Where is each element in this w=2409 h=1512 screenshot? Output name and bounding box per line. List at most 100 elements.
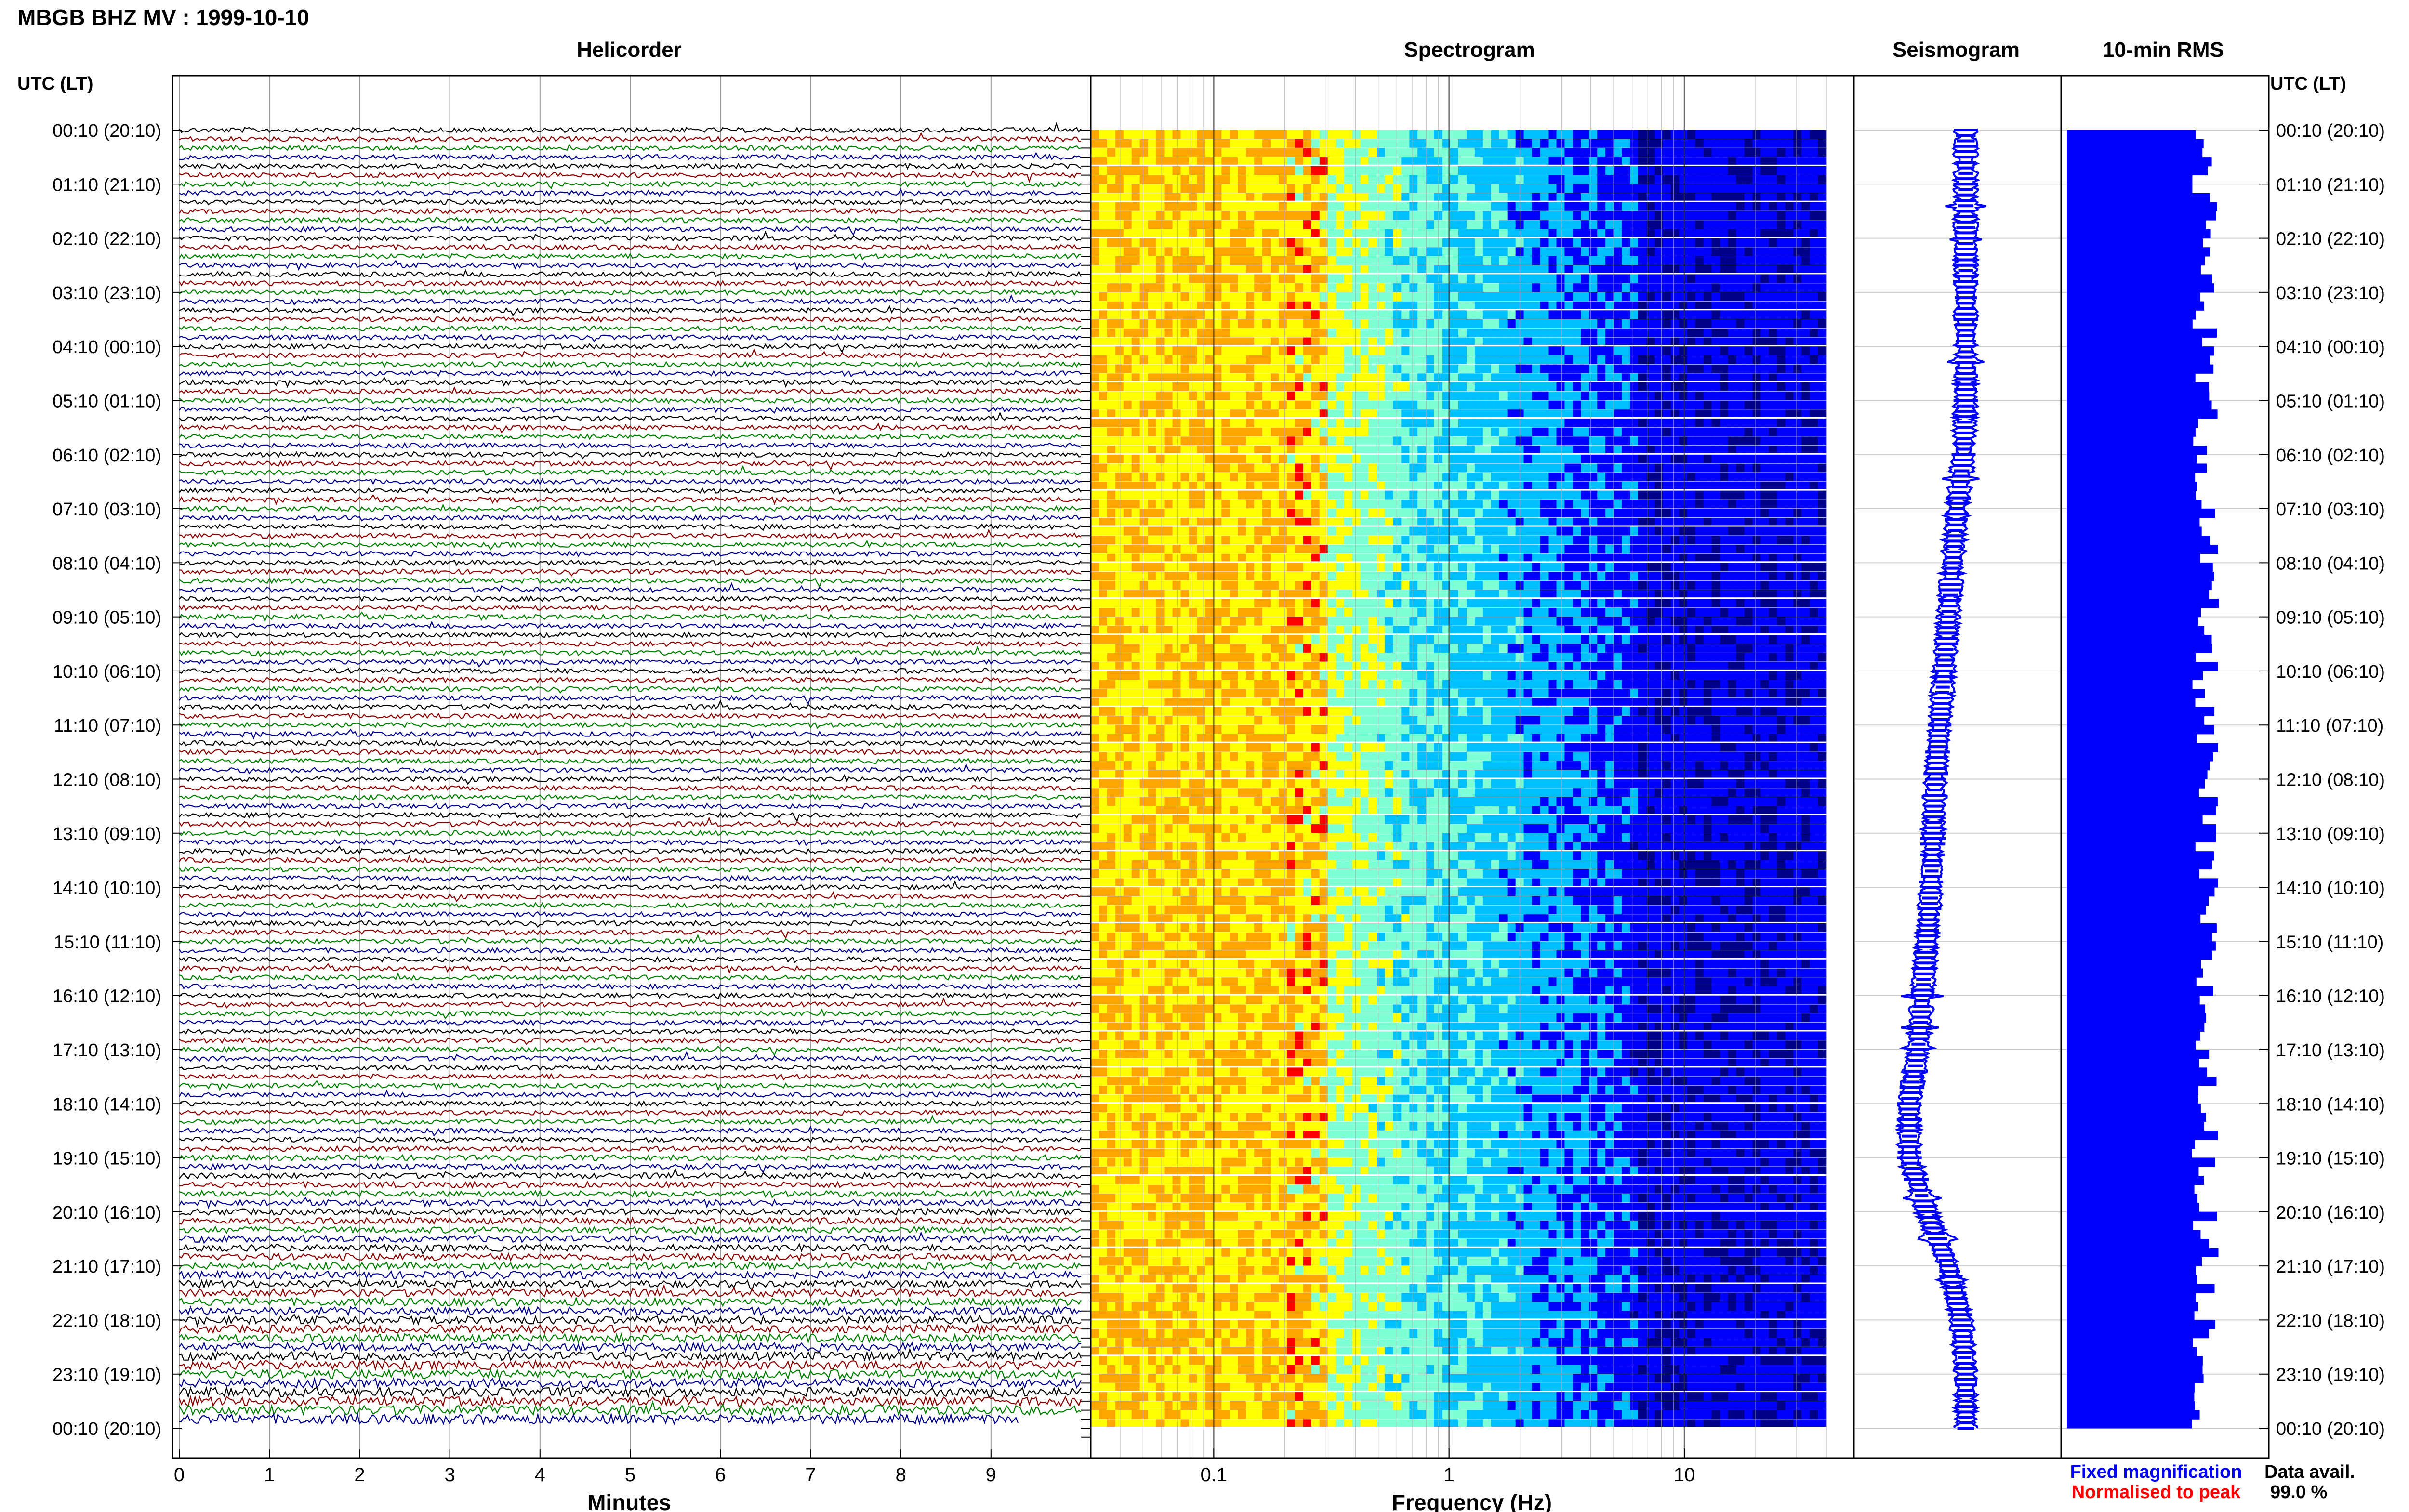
spectrogram-cell xyxy=(1654,427,1663,436)
spectrogram-cell xyxy=(1197,580,1205,590)
spectrogram-cell xyxy=(1336,193,1345,201)
spectrogram-cell xyxy=(1777,148,1786,157)
spectrogram-cell xyxy=(1720,517,1729,526)
spectrogram-cell xyxy=(1769,274,1777,283)
spectrogram-cell xyxy=(1605,166,1614,175)
spectrogram-cell xyxy=(1548,400,1557,409)
spectrogram-cell xyxy=(1720,590,1729,598)
spectrogram-cell xyxy=(1556,211,1565,220)
spectrogram-cell xyxy=(1368,463,1377,473)
spectrogram-cell xyxy=(1393,454,1402,463)
spectrogram-cell xyxy=(1703,391,1712,400)
spectrogram-cell xyxy=(1622,337,1630,345)
spectrogram-cell xyxy=(1810,265,1818,273)
spectrogram-cell xyxy=(1760,481,1769,489)
spectrogram-cell xyxy=(1360,247,1369,256)
spectrogram-cell xyxy=(1377,238,1385,247)
spectrogram-cell xyxy=(1099,211,1108,220)
spectrogram-cell xyxy=(1286,544,1296,553)
spectrogram-cell xyxy=(1409,526,1418,536)
spectrogram-cell xyxy=(1189,238,1198,247)
spectrogram-cell xyxy=(1319,193,1328,201)
spectrogram-cell xyxy=(1139,166,1149,175)
spectrogram-cell xyxy=(1336,364,1345,373)
spectrogram-cell xyxy=(1499,418,1508,427)
spectrogram-cell xyxy=(1507,409,1516,417)
helicorder-trace xyxy=(179,1181,1082,1189)
spectrogram-cell xyxy=(1573,391,1581,400)
spectrogram-cell xyxy=(1458,256,1467,265)
spectrogram-cell xyxy=(1115,283,1124,292)
spectrogram-cell xyxy=(1377,328,1385,337)
spectrogram-cell xyxy=(1148,166,1157,175)
spectrogram-cell xyxy=(1091,436,1099,446)
spectrogram-cell xyxy=(1736,211,1745,220)
spectrogram-cell xyxy=(1156,292,1165,301)
spectrogram-cell xyxy=(1540,536,1549,545)
spectrogram-cell xyxy=(1720,553,1729,562)
spectrogram-cell xyxy=(1197,590,1205,598)
spectrogram-cell xyxy=(1769,220,1777,229)
spectrogram-cell xyxy=(1818,463,1827,473)
spectrogram-cell xyxy=(1377,517,1385,526)
spectrogram-cell xyxy=(1597,175,1606,184)
spectrogram-cell xyxy=(1507,247,1516,256)
spectrogram-cell xyxy=(1295,220,1304,229)
spectrogram-cell xyxy=(1254,337,1263,345)
spectrogram-cell xyxy=(1319,500,1328,509)
spectrogram-cell xyxy=(1711,418,1721,427)
spectrogram-cell xyxy=(1728,526,1737,536)
spectrogram-cell xyxy=(1605,274,1614,283)
spectrogram-cell xyxy=(1687,256,1696,265)
spectrogram-cell xyxy=(1360,563,1369,572)
spectrogram-cell xyxy=(1450,319,1459,329)
spectrogram-cell xyxy=(1752,509,1761,518)
spectrogram-cell xyxy=(1352,202,1361,211)
spectrogram-cell xyxy=(1115,265,1124,273)
spectrogram-cell xyxy=(1467,563,1475,572)
spectrogram-cell xyxy=(1279,590,1287,598)
spectrogram-cell xyxy=(1458,463,1467,473)
spectrogram-cell xyxy=(1564,355,1573,364)
spectrogram-cell xyxy=(1246,409,1255,417)
spectrogram-cell xyxy=(1360,337,1369,345)
spectrogram-cell xyxy=(1360,580,1369,590)
spectrogram-cell xyxy=(1728,409,1737,417)
spectrogram-cell xyxy=(1687,553,1696,562)
spectrogram-cell xyxy=(1482,382,1492,392)
spectrogram-cell xyxy=(1295,211,1304,220)
spectrogram-cell xyxy=(1221,229,1230,237)
spectrogram-cell xyxy=(1532,473,1541,482)
spectrogram-cell xyxy=(1131,436,1140,446)
spectrogram-cell xyxy=(1360,139,1369,148)
spectrogram-cell xyxy=(1622,481,1630,489)
spectrogram-cell xyxy=(1262,202,1271,211)
spectrogram-cell xyxy=(1752,130,1761,139)
helicorder-trace xyxy=(179,503,1082,513)
spectrogram-cell xyxy=(1662,526,1671,536)
spectrogram-cell xyxy=(1172,184,1181,193)
spectrogram-cell xyxy=(1760,310,1769,319)
spectrogram-cell xyxy=(1777,283,1786,292)
spectrogram-cell xyxy=(1646,211,1655,220)
spectrogram-cell xyxy=(1695,382,1704,392)
spectrogram-cell xyxy=(1164,580,1173,590)
spectrogram-cell xyxy=(1474,130,1483,139)
spectrogram-cell xyxy=(1189,229,1198,237)
spectrogram-cell xyxy=(1760,590,1769,598)
spectrogram-cell xyxy=(1548,509,1557,518)
spectrogram-cell xyxy=(1385,220,1393,229)
spectrogram-cell xyxy=(1597,202,1606,211)
spectrogram-cell xyxy=(1769,193,1777,201)
spectrogram-cell xyxy=(1189,572,1198,581)
spectrogram-cell xyxy=(1499,256,1508,265)
spectrogram-cell xyxy=(1099,193,1108,201)
spectrogram-cell xyxy=(1442,166,1451,175)
spectrogram-cell xyxy=(1605,454,1614,463)
spectrogram-cell xyxy=(1760,490,1769,500)
spectrogram-cell xyxy=(1760,526,1769,536)
spectrogram-cell xyxy=(1385,400,1393,409)
spectrogram-cell xyxy=(1532,139,1541,148)
spectrogram-cell xyxy=(1507,193,1516,201)
spectrogram-cell xyxy=(1172,517,1181,526)
